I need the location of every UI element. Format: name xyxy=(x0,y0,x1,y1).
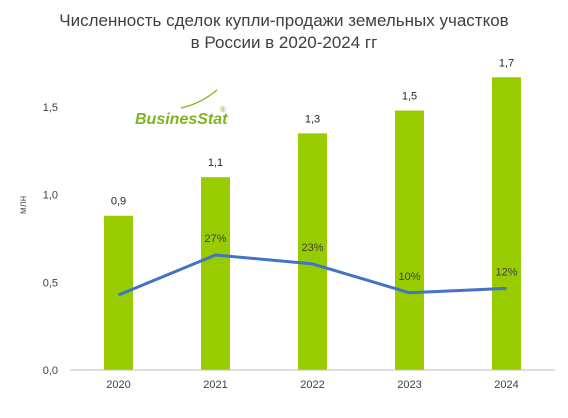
y-tick-label: 0,5 xyxy=(43,277,58,289)
bar-2023 xyxy=(395,110,424,371)
logo-swoosh xyxy=(180,89,218,109)
growth-label: 10% xyxy=(398,271,420,283)
growth-line: 27% 23% 10% 12% xyxy=(117,233,518,297)
x-tick-label: 2021 xyxy=(203,379,227,391)
chart-title: Численность сделок купли-продажи земельн… xyxy=(0,10,568,54)
bar-2021 xyxy=(201,177,230,370)
y-tick-label: 0,0 xyxy=(43,365,58,377)
businesstat-logo: BusinesStat ® xyxy=(135,89,228,128)
bar-value-label: 1,1 xyxy=(208,157,223,169)
growth-label: 23% xyxy=(301,242,323,254)
logo-registered-mark: ® xyxy=(220,105,226,114)
bars: 0,9 1,1 1,3 1,5 1,7 xyxy=(104,57,521,371)
x-tick-label: 2024 xyxy=(494,379,518,391)
bar-2020 xyxy=(104,215,133,370)
y-axis-label: млн xyxy=(18,196,29,214)
growth-line-path xyxy=(117,253,507,297)
y-axis: 0,0 0,5 1,0 1,5 xyxy=(43,102,58,377)
logo-text: BusinesStat xyxy=(135,111,228,128)
x-tick-label: 2022 xyxy=(300,379,324,391)
x-tick-label: 2023 xyxy=(397,379,421,391)
y-tick-label: 1,5 xyxy=(43,102,58,114)
growth-label: 12% xyxy=(495,266,517,278)
x-tick-label: 2020 xyxy=(106,379,130,391)
bar-value-label: 1,5 xyxy=(402,91,417,103)
bar-2022 xyxy=(298,133,327,370)
bar-value-label: 1,3 xyxy=(305,113,320,125)
bar-value-label: 0,9 xyxy=(111,196,126,208)
bar-value-label: 1,7 xyxy=(499,57,514,69)
bar-2024 xyxy=(492,77,521,371)
growth-label: 27% xyxy=(204,233,226,245)
chart-title-line-2: в России в 2020-2024 гг xyxy=(190,33,378,52)
x-axis: 2020 2021 2022 2023 2024 xyxy=(106,379,518,391)
chart-title-line-1: Численность сделок купли-продажи земельн… xyxy=(59,11,509,30)
y-tick-label: 1,0 xyxy=(43,190,58,202)
